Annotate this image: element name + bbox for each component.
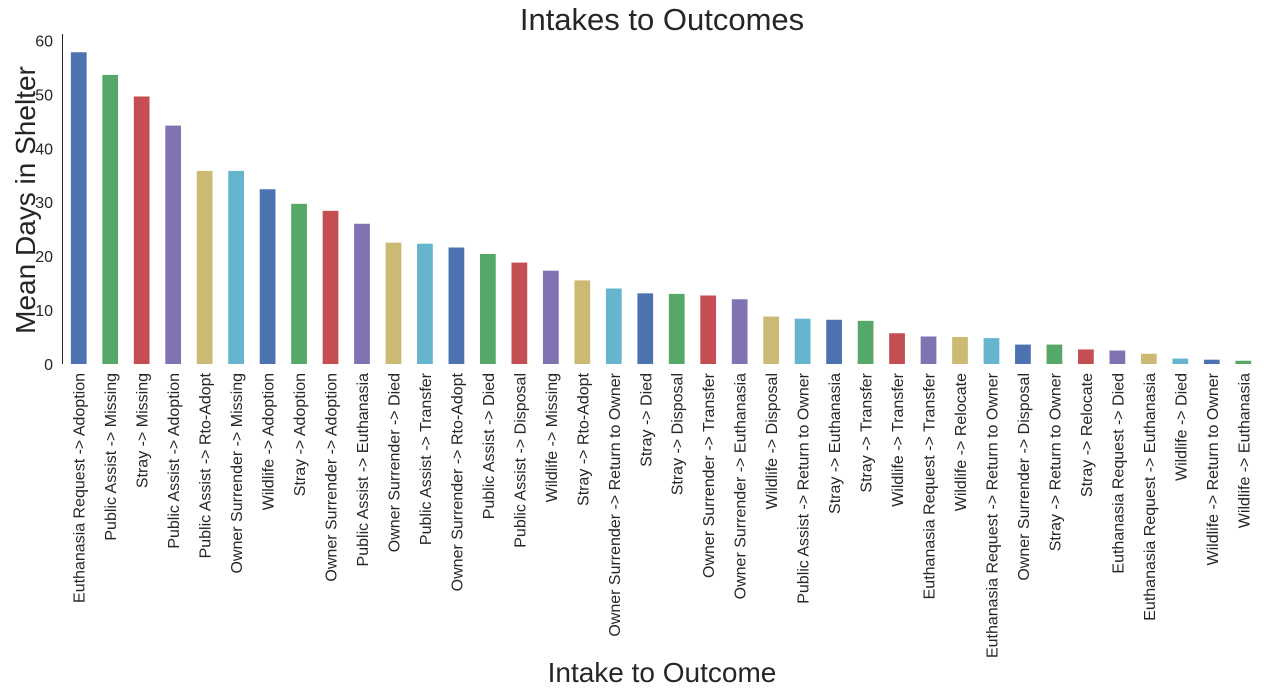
y-tick-label: 30 <box>35 195 53 212</box>
x-axis-label: Intake to Outcome <box>548 657 777 688</box>
x-tick-label: Euthanasia Request -> Transfer <box>922 372 939 599</box>
bar <box>952 337 968 364</box>
x-tick-label: Public Assist -> Adoption <box>166 373 183 549</box>
x-tick-label: Stray -> Rto-Adopt <box>575 372 592 506</box>
bar <box>700 295 717 364</box>
bar <box>1203 359 1220 364</box>
x-tick-label: Owner Surrender -> Return to Owner <box>607 372 624 636</box>
bar <box>1235 360 1252 364</box>
x-tick-label: Owner Surrender -> Missing <box>229 373 246 574</box>
x-tick-label: Owner Surrender -> Transfer <box>701 372 718 578</box>
y-tick-label: 20 <box>35 249 53 266</box>
x-tick-label: Wildlife -> Relocate <box>953 373 970 511</box>
bar <box>920 336 937 364</box>
bar <box>889 333 905 364</box>
x-tick-label: Wildlife -> Missing <box>544 373 561 502</box>
y-tick-label: 50 <box>35 87 53 104</box>
x-tick-label: Wildlife -> Euthanasia <box>1236 373 1253 528</box>
bars <box>70 52 1252 365</box>
x-tick-label: Public Assist -> Disposal <box>512 373 529 548</box>
bar <box>857 320 874 364</box>
bar <box>448 247 465 364</box>
bar <box>511 262 528 364</box>
x-tick-label: Stray -> Euthanasia <box>827 373 844 514</box>
x-tick-label: Owner Surrender -> Adoption <box>324 373 341 582</box>
x-tick-label: Euthanasia Request -> Euthanasia <box>1142 373 1159 621</box>
bar <box>1172 358 1189 364</box>
bar <box>794 318 811 364</box>
x-tick-label: Public Assist -> Rto-Adopt <box>198 372 215 558</box>
bar <box>763 316 780 364</box>
x-tick-label: Public Assist -> Transfer <box>418 372 435 545</box>
x-tick-label: Wildlife -> Disposal <box>764 373 781 509</box>
y-tick-label: 10 <box>35 303 53 320</box>
x-tick-label: Stray -> Return to Owner <box>1047 372 1064 551</box>
y-tick-label: 0 <box>44 357 53 374</box>
y-ticks: 0 10 20 30 40 50 60 <box>35 33 53 374</box>
bar <box>637 293 654 364</box>
x-tick-label: Wildlife -> Return to Owner <box>1205 372 1222 565</box>
y-tick-label: 60 <box>35 33 53 50</box>
x-tick-label: Owner Surrender -> Disposal <box>1016 373 1033 581</box>
x-tick-labels: Euthanasia Request -> Adoption Public Ass… <box>72 372 1254 658</box>
x-tick-label: Stray -> Died <box>638 373 655 467</box>
x-tick-label: Euthanasia Request -> Died <box>1110 373 1127 574</box>
bar <box>480 253 496 364</box>
x-tick-label: Public Assist -> Return to Owner <box>796 372 813 603</box>
bar <box>259 189 276 364</box>
x-tick-label: Public Assist -> Missing <box>103 373 120 541</box>
x-tick-label: Wildlife -> Died <box>1173 373 1190 481</box>
bar <box>731 299 748 364</box>
x-tick-label: Stray -> Transfer <box>859 372 876 492</box>
bar <box>102 74 119 365</box>
bar <box>228 170 244 364</box>
bar <box>668 293 685 364</box>
x-tick-label: Stray -> Missing <box>135 373 152 488</box>
x-tick-label: Stray -> Relocate <box>1079 373 1096 497</box>
bar <box>542 270 559 364</box>
bar <box>417 243 433 364</box>
bar <box>1140 353 1157 364</box>
bar <box>1046 344 1063 364</box>
bar <box>165 125 182 364</box>
x-tick-label: Stray -> Disposal <box>670 373 687 495</box>
bar <box>354 223 370 364</box>
y-axis-label: Mean Days in Shelter <box>10 66 41 334</box>
bar <box>385 242 402 364</box>
x-tick-label: Public Assist -> Euthanasia <box>355 373 372 567</box>
x-tick-label: Owner Surrender -> Died <box>386 373 403 552</box>
x-tick-label: Wildlife -> Adoption <box>261 373 278 510</box>
bar <box>1078 349 1094 364</box>
bar <box>70 52 87 364</box>
x-tick-label: Owner Surrender -> Euthanasia <box>733 373 750 599</box>
bar <box>1109 350 1126 364</box>
bar <box>291 203 307 364</box>
x-tick-label: Owner Surrender -> Rto-Adopt <box>449 372 466 591</box>
bar <box>826 319 842 364</box>
bar <box>133 96 150 365</box>
x-tick-label: Wildlife -> Transfer <box>890 372 907 506</box>
chart-title: Intakes to Outcomes <box>520 2 804 37</box>
bar <box>983 338 1000 364</box>
bar <box>605 288 622 364</box>
x-tick-label: Euthanasia Request -> Return to Owner <box>984 372 1001 658</box>
y-tick-label: 40 <box>35 141 53 158</box>
bar <box>574 280 591 364</box>
bar <box>322 210 339 364</box>
bar <box>1015 344 1031 364</box>
bar <box>196 170 213 364</box>
x-tick-label: Euthanasia Request -> Adoption <box>72 373 89 603</box>
x-tick-label: Stray -> Adoption <box>292 373 309 496</box>
x-tick-label: Public Assist -> Died <box>481 373 498 519</box>
